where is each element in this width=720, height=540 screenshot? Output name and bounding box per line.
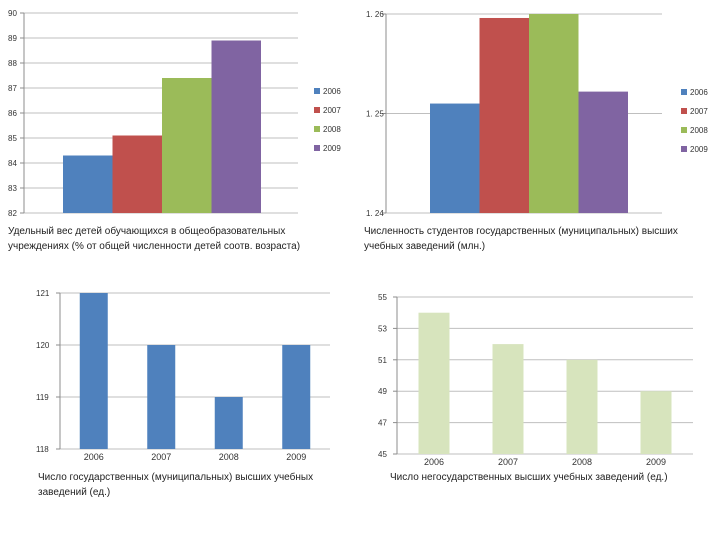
bar-2007 (112, 135, 162, 213)
x-tick-label: 2006 (424, 457, 444, 467)
y-tick-label: 89 (8, 34, 17, 43)
y-tick-label: 120 (36, 341, 50, 350)
legend-label-2006: 2006 (690, 88, 708, 97)
legend-swatch (314, 145, 320, 151)
x-tick-label: 2006 (84, 452, 104, 462)
legend-label-2008: 2008 (690, 126, 708, 135)
legend-swatch (314, 107, 320, 113)
bar-2008 (162, 78, 212, 213)
x-tick-label: 2009 (286, 452, 306, 462)
legend-label-2007: 2007 (323, 106, 341, 115)
bar-2009 (211, 40, 261, 213)
bar-2008 (529, 14, 579, 213)
legend-swatch (681, 89, 687, 95)
legend-label-2006: 2006 (323, 87, 341, 96)
legend-label-2009: 2009 (690, 145, 708, 154)
legend-label-2009: 2009 (323, 144, 341, 153)
y-tick-label: 118 (36, 445, 49, 454)
y-tick-label: 55 (378, 293, 387, 302)
y-tick-label: 51 (378, 356, 387, 365)
caption-line: Численность студентов государственных (м… (364, 226, 678, 237)
chart-caption-public-students: Численность студентов государственных (м… (364, 224, 678, 254)
chart-caption-child-weight-share: Удельный вес детей обучающихся в общеобр… (8, 224, 300, 254)
y-tick-label: 83 (8, 184, 17, 193)
bar-2006 (79, 293, 108, 449)
x-tick-label: 2007 (151, 452, 171, 462)
legend-label-2007: 2007 (690, 107, 708, 116)
bar-2006 (63, 155, 113, 213)
x-tick-label: 2008 (572, 457, 592, 467)
y-tick-label: 49 (378, 387, 387, 396)
bar-2008 (214, 397, 243, 449)
bar-2009 (282, 345, 311, 449)
x-tick-label: 2009 (646, 457, 666, 467)
y-tick-label: 1. 25 (366, 110, 384, 119)
y-tick-label: 82 (8, 209, 17, 218)
chart-private-universities: 45 47 49 51 53 55 2006 2007 2008 2009 (378, 293, 693, 467)
chart-child-weight-share: 82 83 84 85 86 87 88 89 90 2006 2007 2008 2009 (8, 9, 341, 218)
y-tick-label: 119 (36, 393, 49, 402)
legend-swatch (314, 88, 320, 94)
legend-swatch (681, 146, 687, 152)
y-tick-label: 86 (8, 109, 17, 118)
y-tick-label: 85 (8, 134, 17, 143)
bar-2009 (640, 391, 672, 454)
chart-caption-public-universities: Число государственных (муниципальных) вы… (38, 470, 313, 500)
bar-2006 (430, 103, 480, 213)
x-tick-label: 2008 (219, 452, 239, 462)
y-tick-label: 45 (378, 450, 387, 459)
y-tick-label: 121 (36, 289, 50, 298)
y-tick-label: 90 (8, 9, 17, 18)
x-tick-label: 2007 (498, 457, 518, 467)
bar-2007 (492, 344, 524, 454)
caption-line: Число государственных (муниципальных) вы… (38, 472, 314, 483)
caption-line: учебных заведений (млн.) (364, 241, 486, 252)
caption-line: заведений (ед.) (38, 487, 111, 498)
y-tick-label: 84 (8, 159, 17, 168)
y-tick-label: 1. 24 (366, 209, 384, 218)
y-tick-label: 53 (378, 324, 387, 333)
legend-swatch (681, 108, 687, 114)
y-tick-label: 1. 26 (366, 10, 384, 19)
caption-line: учреждениях (% от общей численности дете… (8, 241, 301, 252)
chart-public-students: 1. 24 1. 25 1. 26 2006 2007 2008 2009 (366, 10, 708, 218)
caption-line: Удельный вес детей обучающихся в общеобр… (8, 226, 286, 237)
chart-public-universities: 118 119 120 121 2006 2007 2008 2009 (36, 289, 330, 462)
y-tick-label: 88 (8, 59, 17, 68)
bar-2007 (147, 345, 176, 449)
bar-2006 (418, 312, 450, 454)
legend-swatch (681, 127, 687, 133)
y-tick-label: 47 (378, 419, 387, 428)
chart-caption-private-universities: Число негосударственных высших учебных з… (390, 470, 668, 485)
legend-label-2008: 2008 (323, 125, 341, 134)
bar-2007 (479, 17, 529, 214)
bar-2008 (566, 359, 598, 454)
bar-2009 (578, 91, 628, 213)
y-tick-label: 87 (8, 84, 17, 93)
legend-swatch (314, 126, 320, 132)
caption-line: Число негосударственных высших учебных з… (390, 472, 668, 483)
